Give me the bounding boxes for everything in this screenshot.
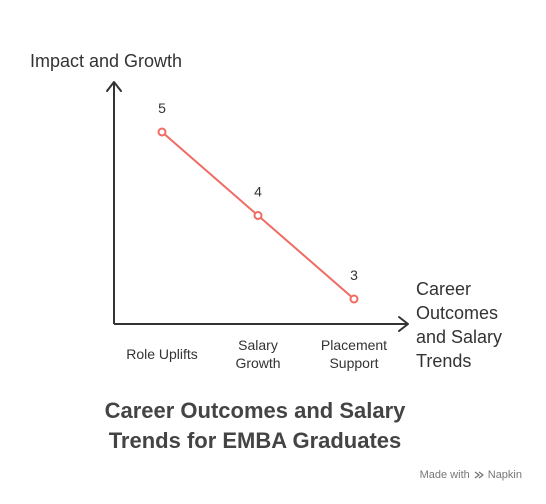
x-axis-title-line: and Salary [416, 327, 502, 347]
chart-title: Career Outcomes and Salary Trends for EM… [0, 396, 510, 456]
made-with-credit[interactable]: Made with Napkin [420, 469, 522, 481]
x-tick-label: Role Uplifts [126, 346, 198, 362]
x-tick-label: Salary [238, 337, 278, 353]
x-tick-label: Placement [321, 337, 387, 353]
axis-titles: Impact and Growth Career Outcomes and Salar… [30, 51, 502, 371]
chart-title-line: Trends for EMBA Graduates [108, 428, 402, 453]
x-tick-label: Support [329, 355, 378, 371]
chart-title-line: Career Outcomes and Salary [104, 398, 406, 423]
x-axis-title-line: Career [416, 279, 471, 299]
x-axis-title-line: Outcomes [416, 303, 498, 323]
series-layer: 5 4 3 [157, 100, 359, 304]
data-label: 3 [350, 267, 358, 283]
data-point [253, 211, 263, 220]
data-label: 4 [254, 184, 262, 200]
data-label: 5 [158, 100, 166, 116]
credit-brand: Napkin [487, 469, 522, 481]
data-point [349, 294, 359, 304]
data-point [157, 127, 167, 137]
y-axis-arrow-icon [106, 81, 122, 92]
credit-text: Made with [419, 469, 470, 481]
napkin-logo-icon [474, 471, 484, 479]
x-tick-label: Growth [235, 355, 280, 371]
x-axis-arrow-icon [398, 316, 409, 332]
x-axis-title-line: Trends [416, 351, 471, 371]
chart-axes [106, 81, 409, 332]
x-tick-labels: Role Uplifts Salary Growth Placement Support [126, 337, 387, 371]
y-axis-title: Impact and Growth [30, 51, 182, 71]
